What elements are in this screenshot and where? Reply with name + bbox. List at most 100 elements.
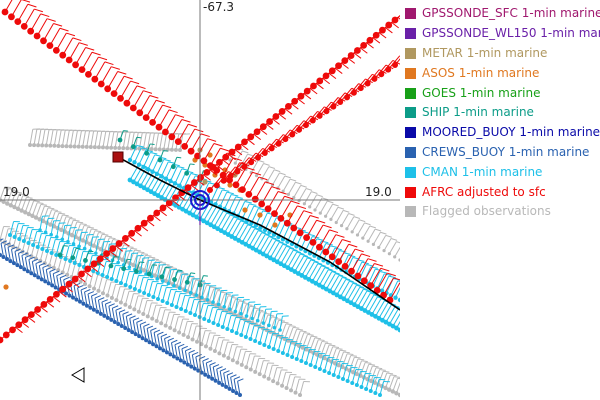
cman-observation-dot [94,251,98,256]
cman-observation-dot [271,257,277,263]
flagged-wind-barb [120,288,126,303]
flagged-wind-barb [8,188,15,190]
cman-wind-barb [253,205,261,209]
cman-observation-dot [278,328,282,332]
flagged-wind-barb [134,132,139,149]
cman-observation-dot [145,187,150,193]
flagged-observation-dot [172,328,177,333]
flagged-observation-dot [154,318,159,323]
afrc-wind-barb [265,123,274,130]
legend-item-metar[interactable]: METAR 1-min marine [405,44,600,64]
ship-observation-dot [57,252,63,258]
flagged-wind-barb [307,333,314,336]
cman-wind-barb [331,271,340,275]
flagged-observation-dot [329,217,333,221]
cman-wind-barb [321,265,330,269]
flagged-wind-barb [138,298,143,312]
legend-label: Flagged observations [422,204,551,219]
flagged-observation-dot [123,302,128,307]
afrc-observation-dot [248,159,255,166]
afrc-wind-barb [248,157,257,162]
flagged-observation-dot [173,147,178,152]
crews-buoy-wind-barb [223,370,230,374]
cman-wind-barb [192,199,203,216]
flagged-wind-barb [183,321,188,335]
crews-buoy-wind-barb [14,248,21,252]
flagged-wind-barb [124,291,130,305]
legend-item-afrc[interactable]: AFRC adjusted to sfc [405,182,600,202]
afrc-observation-dot [33,32,41,40]
flagged-observation-dot [120,257,125,262]
afrc-wind-barb [262,147,271,153]
flagged-wind-barb [351,219,360,233]
afrc-wind-barb [329,229,339,234]
legend-item-ship[interactable]: SHIP 1-min marine [405,103,600,123]
legend-item-goes[interactable]: GOES 1-min marine [405,83,600,103]
afrc-observation-dot [347,52,355,59]
afrc-wind-barb [347,57,356,64]
cman-observation-dot [292,269,298,274]
cman-wind-barb [227,218,238,235]
cman-wind-barb [300,347,306,362]
cman-observation-dot [317,367,322,371]
cman-observation-dot [160,279,165,283]
flagged-wind-barb [15,191,22,194]
legend-item-cman[interactable]: CMAN 1-min marine [405,162,600,182]
cman-wind-barb [100,241,105,256]
ship-wind-barb [176,156,182,159]
flagged-observation-dot [248,367,253,372]
cman-wind-barb [224,216,235,233]
flagged-wind-barb [109,237,116,240]
cman-wind-barb [324,357,329,372]
afrc-observation-dot [128,229,136,237]
afrc-wind-barb [21,321,30,328]
cman-wind-barb [162,287,167,302]
flagged-wind-barb [379,369,386,371]
flagged-wind-barb [19,193,26,196]
wind-observation-map[interactable] [0,0,400,400]
legend-item-moored-buoy[interactable]: MOORED_BUOY 1-min marine [405,123,600,143]
flagged-observation-dot [132,307,137,312]
map-panel[interactable]: -67.3 19.0 19.0 [0,0,400,400]
flagged-wind-barb [316,194,323,198]
crews-buoy-observation-dot [203,372,208,377]
flagged-observation-dot [253,369,258,374]
legend-swatch [405,107,416,119]
cman-observation-dot [350,381,355,385]
flagged-wind-barb [58,212,66,215]
legend-item-gpssonde-sfc[interactable]: GPSSONDE_SFC 1-min marine [405,4,600,24]
afrc-observation-dot [121,235,129,242]
flagged-observation-dot [157,147,162,152]
cman-observation-dot [177,183,182,188]
cman-wind-barb [139,257,144,272]
afrc-observation-dot [241,138,248,146]
afrc-observation-dot [59,285,67,293]
flagged-wind-barb [214,337,220,352]
ship-observation-dot [70,255,76,261]
legend-item-gpssonde-wl150[interactable]: GPSSONDE_WL150 1-min marine [405,24,600,44]
legend-item-flagged[interactable]: Flagged observations [405,202,600,222]
flagged-observation-dot [109,295,114,300]
direction-triangle-icon [71,367,85,383]
crews-buoy-wind-barb [185,347,192,352]
legend-item-asos[interactable]: ASOS 1-min marine [405,63,600,83]
flagged-wind-barb [22,195,30,197]
cman-wind-barb [28,229,33,244]
crews-buoy-wind-barb [45,269,50,284]
flagged-wind-barb [325,203,334,217]
crews-buoy-observation-dot [46,281,51,286]
crews-buoy-wind-barb [206,360,213,364]
cman-wind-barb [339,281,350,298]
legend-item-crews-buoy[interactable]: CREWS_BUOY 1-min marine [405,143,600,163]
cman-observation-dot [127,157,133,163]
cman-wind-barb [328,269,337,273]
asos-observation-dot [222,167,228,173]
crews-buoy-wind-barb [53,270,60,275]
afrc-observation-dot [385,21,393,29]
flagged-wind-barb [321,340,329,343]
afrc-observation-dot [84,265,92,273]
crews-buoy-wind-barb [7,244,15,248]
cman-observation-dot [236,237,242,243]
crews-buoy-observation-dot [64,291,69,296]
afrc-observation-dot [253,128,261,136]
